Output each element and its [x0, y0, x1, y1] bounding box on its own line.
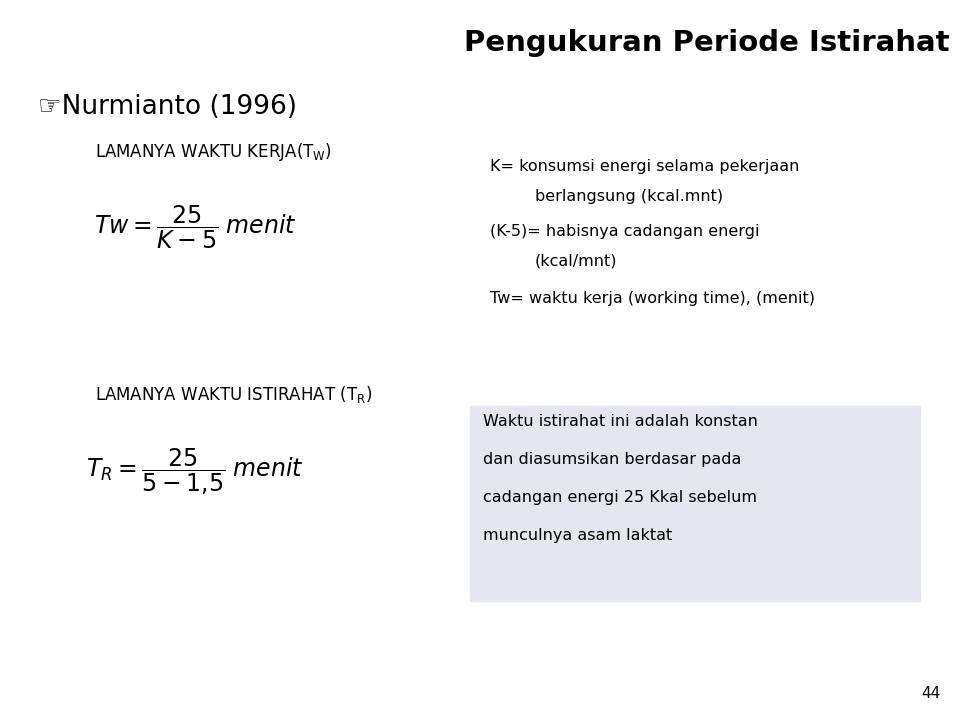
- FancyBboxPatch shape: [470, 406, 920, 601]
- Text: (kcal/mnt): (kcal/mnt): [535, 254, 618, 269]
- Text: ☞Nurmianto (1996): ☞Nurmianto (1996): [38, 94, 297, 120]
- Text: K= konsumsi energi selama pekerjaan: K= konsumsi energi selama pekerjaan: [490, 159, 800, 174]
- Text: (K-5)= habisnya cadangan energi: (K-5)= habisnya cadangan energi: [490, 224, 760, 239]
- Text: LAMANYA WAKTU KERJA(T$_\mathregular{W}$): LAMANYA WAKTU KERJA(T$_\mathregular{W}$): [95, 141, 332, 163]
- Text: $T_R = \dfrac{25}{5 - 1{,}5} \; menit$: $T_R = \dfrac{25}{5 - 1{,}5} \; menit$: [86, 447, 304, 498]
- Text: Tw= waktu kerja (working time), (menit): Tw= waktu kerja (working time), (menit): [490, 291, 815, 306]
- Text: 44: 44: [921, 686, 940, 701]
- Text: LAMANYA WAKTU ISTIRAHAT (T$_\mathregular{R}$): LAMANYA WAKTU ISTIRAHAT (T$_\mathregular…: [95, 384, 372, 405]
- Text: cadangan energi 25 Kkal sebelum: cadangan energi 25 Kkal sebelum: [483, 490, 757, 505]
- Text: Waktu istirahat ini adalah konstan: Waktu istirahat ini adalah konstan: [483, 414, 758, 429]
- Text: dan diasumsikan berdasar pada: dan diasumsikan berdasar pada: [483, 452, 741, 467]
- Text: $Tw = \dfrac{25}{K - 5} \; menit$: $Tw = \dfrac{25}{K - 5} \; menit$: [94, 204, 296, 252]
- Text: Pengukuran Periode Istirahat: Pengukuran Periode Istirahat: [464, 29, 950, 57]
- Text: munculnya asam laktat: munculnya asam laktat: [483, 528, 672, 543]
- Text: berlangsung (kcal.mnt): berlangsung (kcal.mnt): [535, 189, 723, 204]
